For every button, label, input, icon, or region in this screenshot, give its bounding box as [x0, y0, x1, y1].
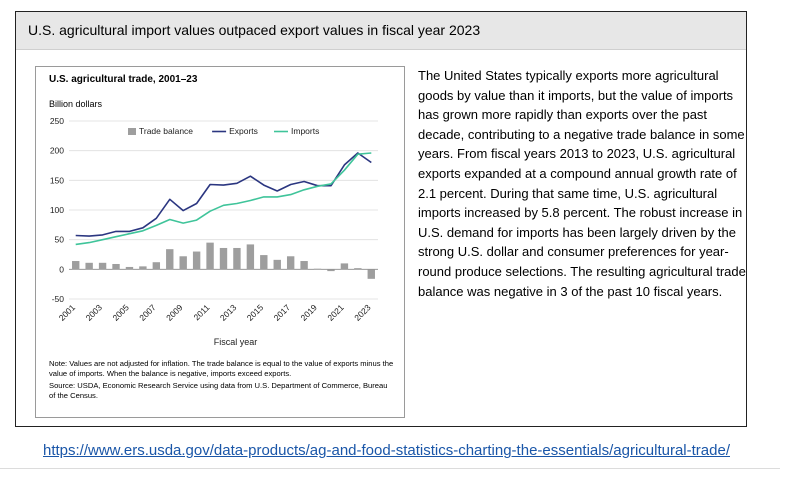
x-tick-label: 2013	[218, 302, 239, 323]
trade-balance-bar	[286, 256, 295, 270]
legend-label: Imports	[291, 126, 319, 136]
x-tick-label: 2023	[352, 302, 373, 323]
legend-swatch	[128, 128, 136, 135]
trade-balance-bar	[72, 261, 80, 270]
x-tick-label: 2007	[137, 302, 158, 323]
trade-balance-bar	[206, 242, 214, 270]
trade-balance-bar	[125, 266, 134, 270]
slide-title: U.S. agricultural import values outpaced…	[16, 12, 746, 50]
exports-line	[75, 152, 372, 237]
trade-balance-bar	[300, 261, 308, 270]
y-tick-label: -50	[52, 294, 65, 304]
y-axis-unit: Billion dollars	[49, 99, 103, 109]
trade-balance-bar	[313, 268, 322, 270]
y-tick-label: 0	[59, 264, 64, 274]
source-link[interactable]: https://www.ers.usda.gov/data-products/a…	[43, 442, 730, 459]
x-tick-label: 2019	[299, 302, 320, 323]
y-tick-label: 200	[50, 146, 64, 156]
description-paragraph: The United States typically exports more…	[418, 68, 746, 299]
x-tick-label: 2015	[245, 302, 266, 323]
x-tick-label: 2009	[164, 302, 185, 323]
x-tick-label: 2001	[57, 302, 78, 323]
trade-balance-bar	[152, 262, 161, 270]
x-tick-label: 2011	[191, 302, 211, 322]
y-tick-label: 250	[50, 116, 64, 126]
trade-balance-bar	[246, 244, 255, 270]
x-tick-label: 2003	[84, 302, 105, 323]
y-tick-label: 50	[55, 235, 65, 245]
chart-panel: U.S. agricultural trade, 2001–23 Billion…	[35, 66, 405, 418]
trade-balance-bar	[112, 263, 120, 270]
trade-balance-bar	[139, 266, 147, 270]
trade-balance-bar	[273, 259, 281, 270]
imports-line	[75, 152, 372, 246]
trade-balance-bar	[367, 269, 375, 279]
chart-source: Source: USDA, Economic Research Service …	[49, 381, 388, 400]
x-tick-label: 2021	[325, 302, 346, 323]
legend-label: Trade balance	[139, 126, 193, 136]
chart-note: Note: Values are not adjusted for inflat…	[49, 359, 394, 378]
trade-balance-bar	[327, 269, 335, 272]
trade-balance-bar	[85, 262, 93, 270]
trade-balance-bar	[219, 247, 228, 270]
y-tick-label: 150	[50, 175, 64, 185]
trade-balance-bar	[98, 262, 107, 270]
x-tick-label: 2017	[272, 302, 293, 323]
trade-balance-bar	[354, 268, 362, 270]
trade-balance-bar	[179, 256, 187, 270]
trade-balance-bar	[233, 247, 241, 270]
slide-frame: U.S. agricultural import values outpaced…	[15, 11, 747, 427]
trade-balance-bar	[192, 251, 201, 270]
trade-balance-bar	[340, 263, 349, 270]
divider	[0, 468, 780, 469]
x-tick-label: 2005	[110, 302, 131, 323]
chart-notes: Note: Values are not adjusted for inflat…	[49, 359, 394, 403]
trade-balance-bar	[166, 249, 174, 270]
x-axis-title: Fiscal year	[214, 337, 258, 347]
chart-canvas: -50 0 50 100 150 200 250 2001 2003 2005 2007 2009 20…	[50, 116, 378, 347]
y-tick-label: 100	[50, 205, 64, 215]
legend-label: Exports	[229, 126, 258, 136]
trade-balance-bar	[260, 255, 268, 270]
chart-title: U.S. agricultural trade, 2001–23	[49, 74, 198, 85]
